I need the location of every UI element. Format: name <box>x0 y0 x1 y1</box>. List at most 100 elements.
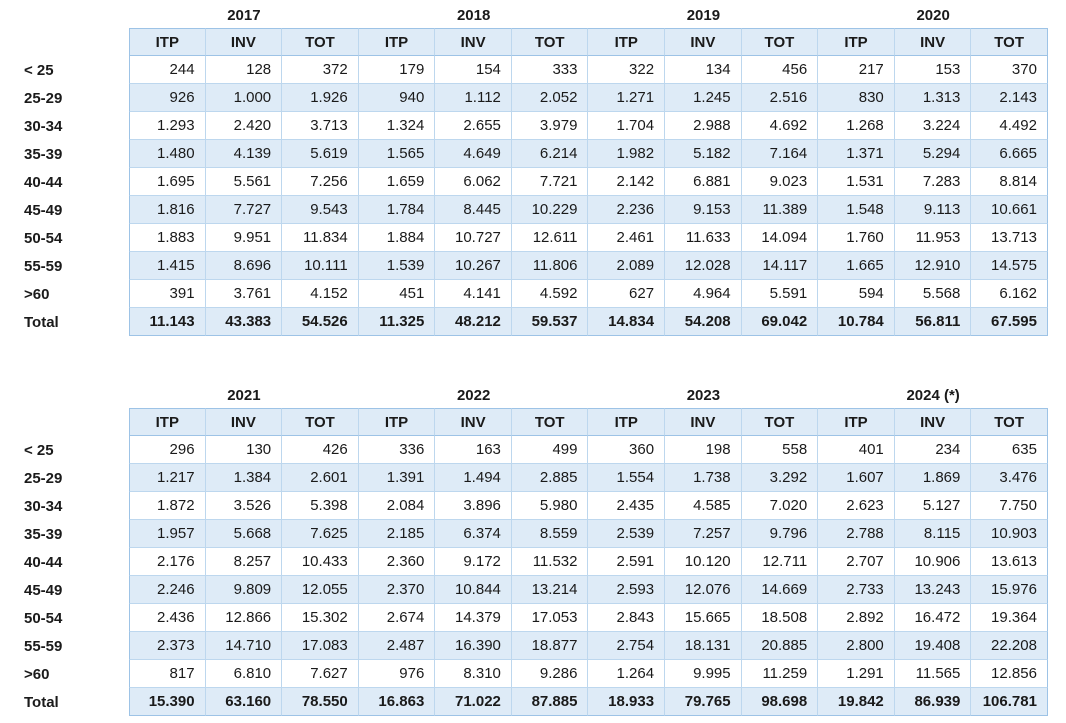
data-cell: 391 <box>129 280 206 308</box>
data-cell: 1.271 <box>588 84 666 112</box>
data-cell: 594 <box>818 280 895 308</box>
data-cell: 86.939 <box>894 688 972 716</box>
column-header: INV <box>665 28 742 56</box>
data-cell: 8.696 <box>205 252 283 280</box>
data-cell: 20.885 <box>741 632 819 660</box>
data-cell: 10.784 <box>818 308 895 336</box>
data-cell: 15.665 <box>665 604 742 632</box>
data-cell: 1.869 <box>894 464 972 492</box>
data-cell: 2.754 <box>588 632 666 660</box>
data-cell: 179 <box>358 56 436 84</box>
data-cell: 2.052 <box>511 84 589 112</box>
data-cell: 17.053 <box>511 604 589 632</box>
data-cell: 5.568 <box>894 280 972 308</box>
data-cell: 8.257 <box>205 548 283 576</box>
data-cell: 4.692 <box>741 112 819 140</box>
data-cell: 13.613 <box>971 548 1048 576</box>
column-header: INV <box>435 28 512 56</box>
row-label: 50-54 <box>24 609 63 627</box>
data-cell: 372 <box>282 56 359 84</box>
data-cell: 10.433 <box>282 548 359 576</box>
row-label: 30-34 <box>24 117 63 135</box>
column-header: ITP <box>129 408 206 436</box>
data-cell: 5.980 <box>511 492 589 520</box>
data-cell: 1.607 <box>818 464 895 492</box>
data-cell: 153 <box>894 56 972 84</box>
data-cell: 6.665 <box>971 140 1048 168</box>
data-cell: 5.561 <box>205 168 283 196</box>
row-label: 30-34 <box>24 497 63 515</box>
data-cell: 14.117 <box>741 252 819 280</box>
row-label: >60 <box>24 285 50 303</box>
data-cell: 11.143 <box>129 308 206 336</box>
data-cell: 48.212 <box>435 308 512 336</box>
data-cell: 2.591 <box>588 548 666 576</box>
data-cell: 12.711 <box>741 548 819 576</box>
row-label: 40-44 <box>24 553 63 571</box>
data-cell: 7.625 <box>282 520 359 548</box>
data-cell: 54.208 <box>665 308 742 336</box>
data-cell: 11.633 <box>665 224 742 252</box>
data-cell: 451 <box>358 280 436 308</box>
data-cell: 11.532 <box>511 548 589 576</box>
data-cell: 67.595 <box>971 308 1048 336</box>
data-cell: 3.896 <box>435 492 512 520</box>
data-cell: 13.713 <box>971 224 1048 252</box>
data-cell: 12.076 <box>665 576 742 604</box>
data-cell: 3.526 <box>205 492 283 520</box>
column-header: TOT <box>741 28 819 56</box>
data-cell: 12.055 <box>282 576 359 604</box>
row-label-spacer <box>0 28 129 56</box>
data-cell: 14.669 <box>741 576 819 604</box>
data-cell: 18.131 <box>665 632 742 660</box>
data-cell: 499 <box>511 436 589 464</box>
data-cell: 1.659 <box>358 168 436 196</box>
data-cell: 8.445 <box>435 196 512 224</box>
data-cell: 10.727 <box>435 224 512 252</box>
data-cell: 3.292 <box>741 464 819 492</box>
data-cell: 2.373 <box>129 632 206 660</box>
column-header: ITP <box>588 28 666 56</box>
data-cell: 333 <box>511 56 589 84</box>
data-cell: 9.113 <box>894 196 972 224</box>
data-cell: 2.674 <box>358 604 436 632</box>
data-cell: 3.476 <box>971 464 1048 492</box>
data-cell: 7.256 <box>282 168 359 196</box>
year-label: 2021 <box>227 386 261 404</box>
data-cell: 19.842 <box>818 688 895 716</box>
data-cell: 10.661 <box>971 196 1048 224</box>
data-cell: 9.951 <box>205 224 283 252</box>
data-cell: 8.559 <box>511 520 589 548</box>
data-cell: 9.543 <box>282 196 359 224</box>
data-cell: 2.370 <box>358 576 436 604</box>
data-cell: 3.224 <box>894 112 972 140</box>
data-cell: 5.398 <box>282 492 359 520</box>
data-cell: 940 <box>358 84 436 112</box>
data-cell: 16.472 <box>894 604 972 632</box>
data-cell: 217 <box>818 56 895 84</box>
year-label: 2017 <box>227 6 261 24</box>
data-cell: 6.810 <box>205 660 283 688</box>
data-cell: 12.611 <box>511 224 589 252</box>
row-label: < 25 <box>24 61 54 79</box>
data-cell: 2.892 <box>818 604 895 632</box>
data-cell: 16.863 <box>358 688 436 716</box>
data-cell: 15.302 <box>282 604 359 632</box>
data-cell: 13.214 <box>511 576 589 604</box>
data-cell: 9.995 <box>665 660 742 688</box>
data-cell: 7.164 <box>741 140 819 168</box>
data-cell: 2.176 <box>129 548 206 576</box>
data-cell: 627 <box>588 280 666 308</box>
row-label: 45-49 <box>24 201 63 219</box>
data-cell: 130 <box>205 436 283 464</box>
data-cell: 2.360 <box>358 548 436 576</box>
data-cell: 12.910 <box>894 252 972 280</box>
data-cell: 54.526 <box>282 308 359 336</box>
row-label: 25-29 <box>24 89 63 107</box>
data-cell: 830 <box>818 84 895 112</box>
data-cell: 1.371 <box>818 140 895 168</box>
data-cell: 9.172 <box>435 548 512 576</box>
data-cell: 6.062 <box>435 168 512 196</box>
data-cell: 2.988 <box>665 112 742 140</box>
data-cell: 370 <box>971 56 1048 84</box>
